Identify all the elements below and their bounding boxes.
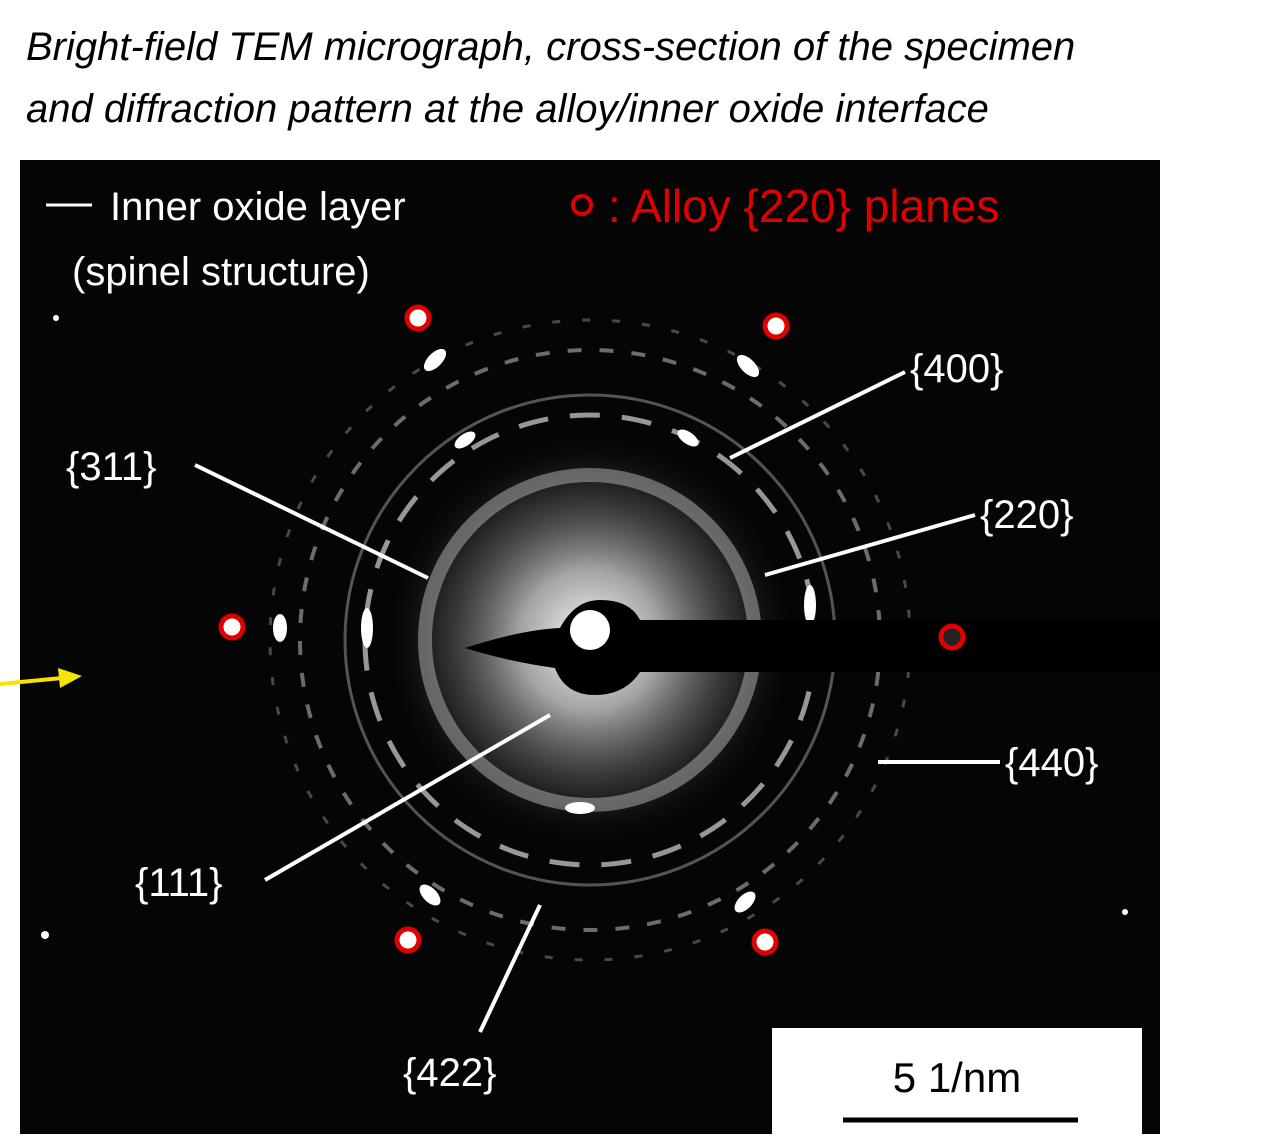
ring-label: {400} bbox=[910, 347, 1003, 391]
ring-label: {111} bbox=[135, 861, 223, 905]
alloy-markers bbox=[218, 304, 966, 956]
ring-label: {311} bbox=[66, 445, 157, 489]
legend-label: Inner oxide layer bbox=[110, 185, 406, 229]
leader-lines bbox=[194, 370, 1000, 1033]
legend-marker bbox=[571, 194, 593, 216]
arrow bbox=[0, 676, 63, 686]
scale-label: 5 1/nm bbox=[893, 1054, 1021, 1101]
ring-label: {440} bbox=[1005, 741, 1098, 785]
title-line: and diffraction pattern at the alloy/inn… bbox=[26, 87, 989, 131]
scale-box bbox=[772, 1028, 1142, 1134]
spots bbox=[41, 315, 1128, 939]
diffraction-pattern bbox=[41, 315, 1160, 962]
arrow-head bbox=[58, 668, 82, 688]
legend-label: : Alloy {220} planes bbox=[608, 180, 999, 232]
central-beam bbox=[570, 610, 610, 650]
title-line: Bright-field TEM micrograph, cross-secti… bbox=[26, 25, 1075, 69]
legend-note: (spinel structure) bbox=[72, 250, 370, 294]
ring-label: {422} bbox=[403, 1051, 496, 1095]
ring-label: {220} bbox=[980, 493, 1073, 537]
beam-stopper bbox=[465, 600, 1160, 695]
